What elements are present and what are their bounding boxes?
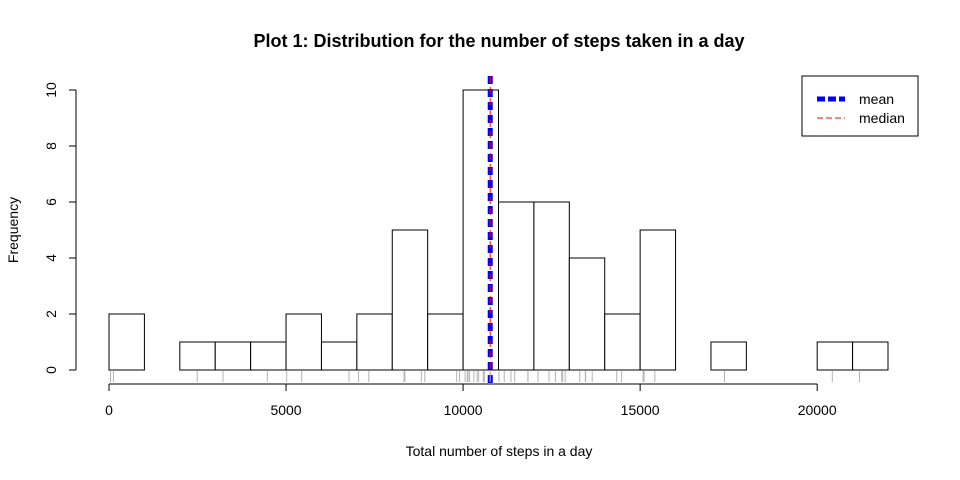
legend-box <box>801 75 919 137</box>
x-axis-label: Total number of steps in a day <box>406 443 593 459</box>
rug-group <box>109 371 860 382</box>
x-tick-label: 15000 <box>621 402 660 418</box>
histogram-bar <box>533 201 570 371</box>
histogram-bar <box>250 341 287 371</box>
histogram-bar <box>852 341 889 371</box>
legend-entry-label: median <box>859 110 905 126</box>
histogram-bar <box>356 313 393 371</box>
histogram-bar <box>391 229 429 371</box>
histogram-bar <box>568 257 606 371</box>
histogram-bar <box>816 341 854 371</box>
y-tick-label: 6 <box>43 198 59 206</box>
histogram-bar <box>179 341 216 371</box>
y-axis-label: Frequency <box>5 197 21 263</box>
y-axis: 0 2 4 6 8 10 <box>43 82 77 374</box>
bars-group <box>108 89 889 371</box>
x-tick-label: 5000 <box>270 402 301 418</box>
histogram-bar <box>427 313 464 371</box>
histogram-bar <box>214 341 252 371</box>
histogram-bar <box>498 201 535 371</box>
histogram-bar <box>639 229 677 371</box>
x-tick-label: 20000 <box>798 402 837 418</box>
y-tick-label: 2 <box>43 310 59 318</box>
histogram-bar <box>108 313 145 371</box>
legend: mean median <box>801 75 919 137</box>
histogram-bar <box>285 313 322 371</box>
y-tick-label: 10 <box>43 82 59 98</box>
histogram-bar <box>462 89 500 371</box>
x-axis: 0 5000 10000 15000 20000 <box>105 383 837 418</box>
y-tick-label: 4 <box>43 254 59 262</box>
x-tick-label: 10000 <box>444 402 483 418</box>
histogram-bar <box>710 341 747 371</box>
y-tick-label: 0 <box>43 366 59 374</box>
chart-title: Plot 1: Distribution for the number of s… <box>253 31 744 51</box>
x-tick-label: 0 <box>105 402 113 418</box>
legend-entry-label: mean <box>859 91 894 107</box>
y-tick-label: 8 <box>43 142 59 150</box>
histogram-bar <box>604 313 641 371</box>
histogram-bar <box>320 341 358 371</box>
